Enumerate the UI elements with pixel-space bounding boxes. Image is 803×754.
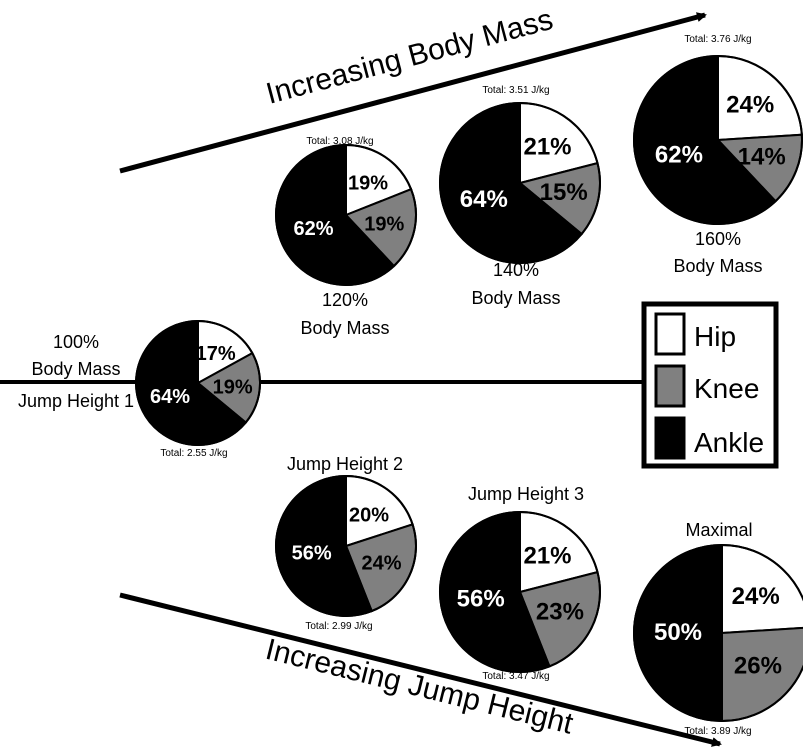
pie-bm140: 21% 15% 64% Total: 3.51 J/kg 140% Body Mass [439, 85, 602, 308]
legend: Hip Knee Ankle [641, 301, 779, 469]
pie-category-label: Body Mass [673, 256, 762, 276]
pie-slice-label: 50% [654, 619, 702, 646]
pie-slice-label: 24% [726, 92, 774, 119]
pie-slice-label: 56% [292, 543, 332, 565]
pie-baseline: 17% 19% 64% Total: 2.55 J/kg 100% Body Mass Ju… [18, 319, 261, 459]
pie-category-label: 100% [53, 332, 99, 352]
pie-outline [633, 55, 803, 225]
pie-slice-label: 17% [196, 343, 236, 365]
pie-total-label: Total: 3.08 J/kg [306, 136, 373, 147]
pie-slice-label: 19% [213, 376, 253, 398]
pie-slice-label: 62% [655, 142, 703, 169]
legend-label-knee: Knee [694, 373, 759, 404]
pie-bm160: 24% 14% 62% Total: 3.76 J/kg 160% Body Mass [633, 34, 803, 276]
pie-slice-label: 26% [734, 653, 782, 680]
pie-slice-label: 24% [732, 583, 780, 610]
pie-slice-label: 24% [361, 553, 401, 575]
pie-total-label: Total: 2.99 J/kg [305, 621, 372, 632]
arrow-jump-height-line [119, 592, 722, 747]
pie-group: 17% 19% 64% Total: 2.55 J/kg 100% Body Mass Ju… [18, 34, 803, 737]
pie-category-label: Jump Height 1 [18, 391, 134, 411]
pie-category-label: 120% [322, 290, 368, 310]
legend-swatch-knee [654, 364, 686, 408]
pie-slice-label: 23% [536, 598, 584, 625]
pie-slice-label: 20% [349, 504, 389, 526]
legend-swatch-hip [654, 312, 686, 356]
pie-bm120: 19% 19% 62% Total: 3.08 J/kg 120% Body Mass [275, 136, 417, 338]
pie-category-label: Body Mass [300, 318, 389, 338]
pie-total-label: Total: 2.55 J/kg [160, 448, 227, 459]
pie-total-label: Total: 3.51 J/kg [482, 85, 549, 96]
pie-outline [275, 144, 417, 286]
arrow-body-mass-line [119, 12, 707, 174]
pie-slice-label: 21% [523, 134, 571, 161]
pie-total-label: Total: 3.89 J/kg [684, 726, 751, 737]
pie-outline [275, 475, 417, 617]
pie-slice-label: 14% [738, 143, 786, 170]
pie-slice-label: 64% [150, 386, 190, 408]
pie-maximal: 24% 26% 50% Total: 3.89 J/kg Maximal [633, 520, 803, 737]
legend-label-hip: Hip [694, 321, 736, 352]
pie-slice-label: 62% [293, 218, 333, 240]
pie-slice-label: 15% [540, 179, 588, 206]
pie-category-label: Body Mass [471, 288, 560, 308]
pie-category-label: Body Mass [31, 359, 120, 379]
pie-jh3: 21% 23% 56% Total: 3.47 J/kg Jump Height 3 [438, 484, 601, 682]
legend-label-ankle: Ankle [694, 427, 764, 458]
legend-swatch-ankle [654, 416, 686, 460]
arrow-jump-height: Increasing Jump Height [119, 592, 722, 747]
arrow-body-mass: Increasing Body Mass [119, 3, 707, 174]
pie-slice-label: 19% [364, 214, 404, 236]
pie-slice-label: 56% [457, 586, 505, 613]
pie-category-label: Jump Height 3 [468, 484, 584, 504]
pie-outline [439, 511, 601, 673]
pie-slice-label: 19% [348, 173, 388, 195]
pie-category-label: 160% [695, 229, 741, 249]
pie-slice-label: 64% [460, 186, 508, 213]
pie-category-label: Maximal [685, 520, 752, 540]
pie-category-label: Jump Height 2 [287, 454, 403, 474]
pie-total-label: Total: 3.76 J/kg [684, 34, 751, 45]
pie-total-label: Total: 3.47 J/kg [482, 671, 549, 682]
pie-category-label: 140% [493, 260, 539, 280]
pie-slice-label: 21% [523, 543, 571, 570]
pie-outline [633, 544, 803, 722]
pie-jh2: 20% 24% 56% Total: 2.99 J/kg Jump Height 2 [274, 454, 417, 632]
pie-outline [135, 320, 261, 446]
pie-outline [439, 102, 601, 264]
